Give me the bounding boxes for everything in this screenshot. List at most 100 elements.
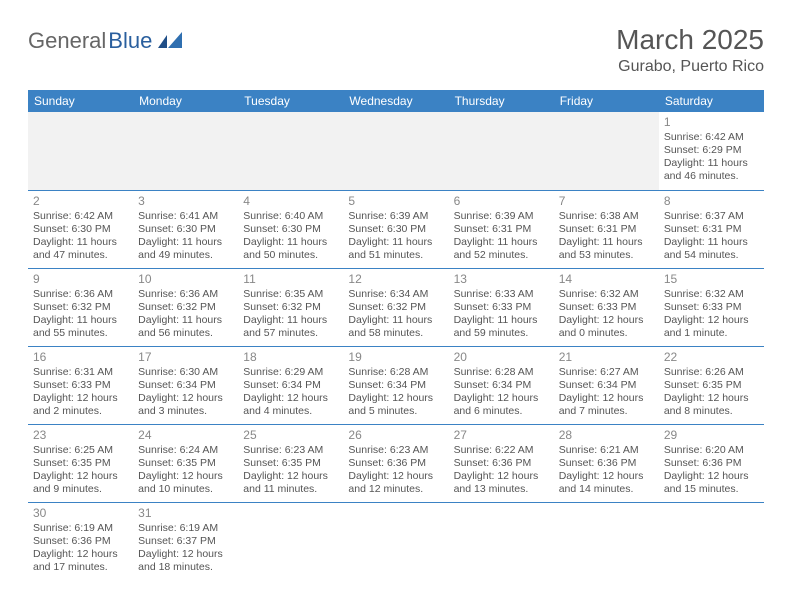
calendar-empty-cell [28, 112, 133, 190]
sunset-text: Sunset: 6:35 PM [664, 379, 759, 392]
calendar-day-cell: 19Sunrise: 6:28 AMSunset: 6:34 PMDayligh… [343, 346, 448, 424]
day-number: 6 [454, 194, 549, 209]
calendar-week-row: 16Sunrise: 6:31 AMSunset: 6:33 PMDayligh… [28, 346, 764, 424]
flag-icon [158, 28, 184, 54]
calendar-day-cell: 16Sunrise: 6:31 AMSunset: 6:33 PMDayligh… [28, 346, 133, 424]
sunrise-text: Sunrise: 6:19 AM [138, 522, 233, 535]
day-number: 20 [454, 350, 549, 365]
sunset-text: Sunset: 6:31 PM [559, 223, 654, 236]
sunrise-text: Sunrise: 6:30 AM [138, 366, 233, 379]
daylight-text: Daylight: 11 hours and 53 minutes. [559, 236, 654, 262]
sunset-text: Sunset: 6:33 PM [559, 301, 654, 314]
sunrise-text: Sunrise: 6:39 AM [348, 210, 443, 223]
sunset-text: Sunset: 6:34 PM [559, 379, 654, 392]
sunset-text: Sunset: 6:36 PM [664, 457, 759, 470]
day-number: 30 [33, 506, 128, 521]
sunset-text: Sunset: 6:32 PM [33, 301, 128, 314]
sunrise-text: Sunrise: 6:38 AM [559, 210, 654, 223]
daylight-text: Daylight: 11 hours and 56 minutes. [138, 314, 233, 340]
day-number: 28 [559, 428, 654, 443]
page-header: GeneralBlue March 2025 Gurabo, Puerto Ri… [28, 24, 764, 76]
sunset-text: Sunset: 6:29 PM [664, 144, 759, 157]
daylight-text: Daylight: 12 hours and 5 minutes. [348, 392, 443, 418]
calendar-day-cell: 2Sunrise: 6:42 AMSunset: 6:30 PMDaylight… [28, 190, 133, 268]
daylight-text: Daylight: 11 hours and 49 minutes. [138, 236, 233, 262]
daylight-text: Daylight: 12 hours and 9 minutes. [33, 470, 128, 496]
daylight-text: Daylight: 12 hours and 10 minutes. [138, 470, 233, 496]
sunset-text: Sunset: 6:30 PM [33, 223, 128, 236]
calendar-day-cell: 15Sunrise: 6:32 AMSunset: 6:33 PMDayligh… [659, 268, 764, 346]
daylight-text: Daylight: 12 hours and 3 minutes. [138, 392, 233, 418]
calendar-week-row: 1Sunrise: 6:42 AMSunset: 6:29 PMDaylight… [28, 112, 764, 190]
calendar-day-cell: 21Sunrise: 6:27 AMSunset: 6:34 PMDayligh… [554, 346, 659, 424]
day-number: 8 [664, 194, 759, 209]
calendar-day-cell: 5Sunrise: 6:39 AMSunset: 6:30 PMDaylight… [343, 190, 448, 268]
calendar-day-cell: 24Sunrise: 6:24 AMSunset: 6:35 PMDayligh… [133, 424, 238, 502]
calendar-day-cell: 9Sunrise: 6:36 AMSunset: 6:32 PMDaylight… [28, 268, 133, 346]
day-number: 9 [33, 272, 128, 287]
daylight-text: Daylight: 12 hours and 13 minutes. [454, 470, 549, 496]
weekday-header: Sunday [28, 90, 133, 112]
sunrise-text: Sunrise: 6:35 AM [243, 288, 338, 301]
day-number: 25 [243, 428, 338, 443]
sunrise-text: Sunrise: 6:28 AM [454, 366, 549, 379]
sunset-text: Sunset: 6:37 PM [138, 535, 233, 548]
daylight-text: Daylight: 12 hours and 1 minute. [664, 314, 759, 340]
calendar-day-cell: 26Sunrise: 6:23 AMSunset: 6:36 PMDayligh… [343, 424, 448, 502]
daylight-text: Daylight: 12 hours and 7 minutes. [559, 392, 654, 418]
day-number: 22 [664, 350, 759, 365]
sunset-text: Sunset: 6:31 PM [664, 223, 759, 236]
day-number: 13 [454, 272, 549, 287]
calendar-header-row: SundayMondayTuesdayWednesdayThursdayFrid… [28, 90, 764, 112]
sunrise-text: Sunrise: 6:40 AM [243, 210, 338, 223]
day-number: 2 [33, 194, 128, 209]
sunrise-text: Sunrise: 6:34 AM [348, 288, 443, 301]
day-number: 26 [348, 428, 443, 443]
sunset-text: Sunset: 6:30 PM [243, 223, 338, 236]
sunset-text: Sunset: 6:35 PM [243, 457, 338, 470]
daylight-text: Daylight: 11 hours and 58 minutes. [348, 314, 443, 340]
calendar-day-cell: 30Sunrise: 6:19 AMSunset: 6:36 PMDayligh… [28, 502, 133, 580]
sunrise-text: Sunrise: 6:23 AM [243, 444, 338, 457]
sunset-text: Sunset: 6:31 PM [454, 223, 549, 236]
calendar-day-cell: 13Sunrise: 6:33 AMSunset: 6:33 PMDayligh… [449, 268, 554, 346]
calendar-empty-cell [238, 502, 343, 580]
weekday-header: Friday [554, 90, 659, 112]
brand-word-1: General [28, 28, 106, 54]
sunrise-text: Sunrise: 6:32 AM [664, 288, 759, 301]
calendar-week-row: 9Sunrise: 6:36 AMSunset: 6:32 PM Daylight… [28, 268, 764, 346]
sunset-text: Sunset: 6:34 PM [348, 379, 443, 392]
month-title: March 2025 [616, 24, 764, 56]
sunrise-text: Sunrise: 6:36 AM [33, 288, 128, 301]
calendar-day-cell: 11Sunrise: 6:35 AMSunset: 6:32 PMDayligh… [238, 268, 343, 346]
day-number: 24 [138, 428, 233, 443]
daylight-text: Daylight: 12 hours and 12 minutes. [348, 470, 443, 496]
sunrise-text: Sunrise: 6:42 AM [33, 210, 128, 223]
calendar-day-cell: 1Sunrise: 6:42 AMSunset: 6:29 PMDaylight… [659, 112, 764, 190]
sunrise-text: Sunrise: 6:29 AM [243, 366, 338, 379]
daylight-text: Daylight: 11 hours and 50 minutes. [243, 236, 338, 262]
daylight-text: Daylight: 11 hours and 59 minutes. [454, 314, 549, 340]
calendar-day-cell: 7Sunrise: 6:38 AMSunset: 6:31 PMDaylight… [554, 190, 659, 268]
sunset-text: Sunset: 6:36 PM [348, 457, 443, 470]
sunrise-text: Sunrise: 6:19 AM [33, 522, 128, 535]
day-number: 5 [348, 194, 443, 209]
weekday-header: Monday [133, 90, 238, 112]
day-number: 17 [138, 350, 233, 365]
weekday-header: Tuesday [238, 90, 343, 112]
sunrise-text: Sunrise: 6:32 AM [559, 288, 654, 301]
calendar-empty-cell [343, 112, 448, 190]
location-label: Gurabo, Puerto Rico [616, 58, 764, 76]
sunrise-text: Sunrise: 6:42 AM [664, 131, 759, 144]
sunset-text: Sunset: 6:33 PM [33, 379, 128, 392]
day-number: 1 [664, 115, 759, 130]
calendar-week-row: 30Sunrise: 6:19 AMSunset: 6:36 PMDayligh… [28, 502, 764, 580]
day-number: 16 [33, 350, 128, 365]
brand-logo: GeneralBlue [28, 28, 184, 54]
brand-word-2: Blue [108, 28, 152, 54]
day-number: 11 [243, 272, 338, 287]
sunrise-text: Sunrise: 6:22 AM [454, 444, 549, 457]
calendar-day-cell: 8Sunrise: 6:37 AMSunset: 6:31 PMDaylight… [659, 190, 764, 268]
daylight-text: Daylight: 12 hours and 2 minutes. [33, 392, 128, 418]
sunset-text: Sunset: 6:33 PM [454, 301, 549, 314]
